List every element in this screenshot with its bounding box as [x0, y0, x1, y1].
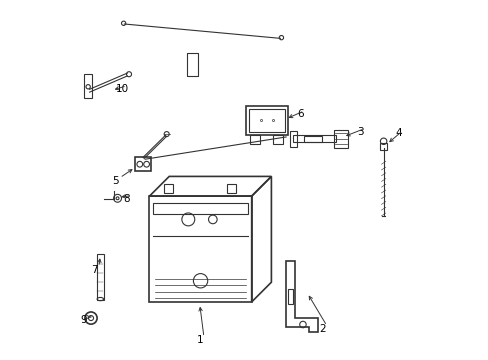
- Text: 5: 5: [112, 176, 119, 186]
- Bar: [84, 74, 92, 98]
- Text: 4: 4: [395, 129, 401, 138]
- Bar: [333, 130, 348, 148]
- Bar: [226, 184, 235, 193]
- Text: 1: 1: [196, 335, 203, 345]
- Text: 10: 10: [116, 84, 129, 94]
- Text: 2: 2: [319, 324, 325, 334]
- Text: 7: 7: [91, 265, 98, 275]
- Text: 8: 8: [123, 194, 130, 204]
- Bar: [289, 131, 297, 147]
- Bar: [379, 143, 386, 149]
- Bar: [187, 53, 198, 76]
- Bar: [135, 157, 151, 171]
- Bar: [163, 184, 172, 193]
- Bar: [303, 136, 321, 141]
- Bar: [246, 106, 287, 135]
- Bar: [273, 135, 283, 144]
- Text: 3: 3: [356, 127, 363, 136]
- Bar: [249, 109, 284, 132]
- Bar: [249, 135, 260, 144]
- Text: 9: 9: [81, 315, 87, 325]
- Bar: [97, 253, 103, 300]
- Bar: [287, 289, 292, 304]
- Text: 6: 6: [296, 109, 303, 119]
